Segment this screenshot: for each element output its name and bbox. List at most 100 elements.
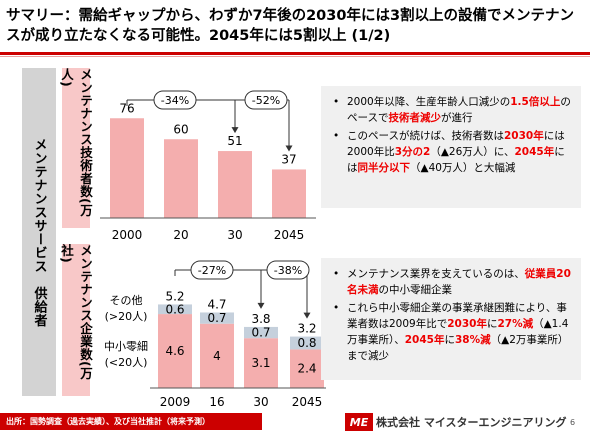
engineers-band: メンテナンス技術者数(万人) <box>59 68 93 228</box>
annotation-arrowhead <box>285 145 293 152</box>
change-pill <box>190 260 234 280</box>
data-label: 51 <box>227 134 242 148</box>
bar-segment-other <box>200 312 234 324</box>
footer: 出所：国勢調査（過去実績）、及び当社推計（将来予測） ME 株式会社 マイスター… <box>0 405 590 442</box>
data-label: 76 <box>119 101 134 115</box>
engineers-band-label: メンテナンス技術者数(万人) <box>59 68 93 218</box>
bullet-text: （▲2万事業所）まで減少 <box>347 334 569 362</box>
highlight-text: 2030年 <box>447 318 487 330</box>
data-label: 0.7 <box>251 326 270 340</box>
change-pill <box>153 90 197 110</box>
bullet-item: メンテナンス業界を支えているのは、従業員20名未満の中小零細企業 <box>333 266 571 298</box>
page-number: 6 <box>570 418 576 427</box>
bullet-item: 2000年以降、生産年齢人口減少の1.5倍以上のペースで技術者減少が進行 <box>333 94 571 126</box>
bullet-text: が進行 <box>440 112 473 124</box>
x-tick-label: 30 <box>227 228 242 242</box>
highlight-text: 1.5倍以上 <box>510 96 561 108</box>
bullet-text: （▲26万人）に、 <box>430 146 515 158</box>
legend-label: 中小零細 <box>104 340 148 353</box>
bar-segment-small <box>200 323 234 388</box>
highlight-text: 27%減 <box>497 318 534 330</box>
x-tick-label: 20 <box>173 228 188 242</box>
highlight-text: 同半分以下 <box>357 162 411 174</box>
bar-segment-small <box>158 314 192 388</box>
engineers-chart: 76 2000 60 20 51 30 37 2045 -34% -52% <box>100 90 316 242</box>
x-tick-label: 2000 <box>112 228 143 242</box>
change-label: -52% <box>252 94 280 107</box>
bullet-item: このペースが続けば、技術者数は2030年には2000年比3分の2（▲26万人）に… <box>333 128 571 176</box>
companies-notes: メンテナンス業界を支えているのは、従業員20名未満の中小零細企業これら中小零細企… <box>321 258 581 380</box>
x-tick-label: 2009 <box>160 395 191 409</box>
bullet-text: 2000年以降、生産年齢人口減少の <box>347 96 511 108</box>
companies-chart: 4.60.65.2200940.74.7163.10.73.8302.40.83… <box>104 260 326 409</box>
bullet-text: に <box>444 334 455 346</box>
total-label: 3.2 <box>297 322 316 336</box>
source-note: 出所：国勢調査（過去実績）、及び当社推計（将来予測） <box>0 413 262 430</box>
bullet-text: （▲1.4万事業所）、 <box>347 318 569 346</box>
legend-label: (>20人) <box>105 310 148 323</box>
data-label: 4.6 <box>165 344 184 358</box>
highlight-text: 2030年 <box>503 130 544 142</box>
total-label: 5.2 <box>165 289 184 303</box>
total-label: 3.8 <box>251 312 270 326</box>
bar-segment-other <box>290 336 324 350</box>
highlight-text: 3分の2 <box>394 146 431 158</box>
bullet-text: のペースで <box>347 96 571 124</box>
bar-segment-other <box>158 304 192 315</box>
page-title: サマリー：需給ギャップから、わずか7年後の2030年には3割以上の設備でメンテナ… <box>6 8 575 44</box>
total-label: 4.7 <box>207 297 226 311</box>
bullet-text: このペースが続けば、技術者数は <box>347 130 504 142</box>
company-name: 株式会社 マイスターエンジニアリング <box>376 416 567 429</box>
engineers-notes: 2000年以降、生産年齢人口減少の1.5倍以上のペースで技術者減少が進行このペー… <box>321 86 581 208</box>
highlight-text: 2045年 <box>514 146 555 158</box>
x-tick-label: 2045 <box>292 395 323 409</box>
legend-label: (<20人) <box>105 356 148 369</box>
data-label: 37 <box>281 152 296 166</box>
bullet-text: これら中小零細企業の事業承継困難により、事業者数は2009年比で <box>347 302 567 330</box>
bullet-text: には <box>347 146 565 174</box>
bar-segment-small <box>290 349 324 388</box>
annotation-arrowhead <box>303 312 311 319</box>
change-pill <box>266 260 310 280</box>
bullet-text: に <box>486 318 498 330</box>
bar <box>218 151 252 218</box>
title-divider <box>0 52 590 55</box>
x-tick-label: 16 <box>209 395 224 409</box>
company-logo: ME <box>345 413 373 431</box>
data-label: 0.6 <box>165 302 184 316</box>
highlight-text: 38%減 <box>454 334 491 346</box>
data-label: 60 <box>173 122 188 136</box>
companies-band-label: メンテナンス企業数(万社) <box>59 244 93 381</box>
supplier-band: メンテナンスサービス 供給者 <box>22 68 56 396</box>
highlight-text: 従業員20名未満 <box>347 268 571 296</box>
data-label: 0.7 <box>207 311 226 325</box>
highlight-text: 2045年 <box>404 334 445 346</box>
bar <box>272 169 306 218</box>
bullet-item: これら中小零細企業の事業承継困難により、事業者数は2009年比で2030年に27… <box>333 300 571 364</box>
bullet-text: メンテナンス業界を支えているのは、 <box>347 268 525 280</box>
x-tick-label: 2045 <box>274 228 305 242</box>
legend-label: その他 <box>110 294 143 307</box>
bar-segment-other <box>244 326 278 339</box>
change-pill <box>244 90 288 110</box>
companies-notes-list: メンテナンス業界を支えているのは、従業員20名未満の中小零細企業これら中小零細企… <box>321 258 581 372</box>
title-divider-sub <box>0 56 590 57</box>
bullet-text: の中小零細企業 <box>378 284 453 296</box>
bar <box>110 118 144 218</box>
annotation-arrowhead <box>231 127 239 134</box>
data-label: 0.8 <box>297 336 316 350</box>
data-label: 3.1 <box>251 356 270 370</box>
bullet-text: には2000年比 <box>347 130 565 158</box>
change-label: -27% <box>198 264 226 277</box>
data-label: 4 <box>213 349 221 363</box>
annotation-arrowhead <box>257 302 265 309</box>
x-tick-label: 30 <box>253 395 268 409</box>
engineers-notes-list: 2000年以降、生産年齢人口減少の1.5倍以上のペースで技術者減少が進行このペー… <box>321 86 581 184</box>
highlight-text: 技術者減少 <box>388 112 441 124</box>
bullet-text: （▲40万人）と大幅減 <box>410 162 516 174</box>
companies-band: メンテナンス企業数(万社) <box>59 244 93 396</box>
bar <box>164 139 198 218</box>
change-label: -34% <box>161 94 189 107</box>
supplier-band-label: メンテナンスサービス 供給者 <box>31 137 47 327</box>
bar-segment-small <box>244 338 278 388</box>
